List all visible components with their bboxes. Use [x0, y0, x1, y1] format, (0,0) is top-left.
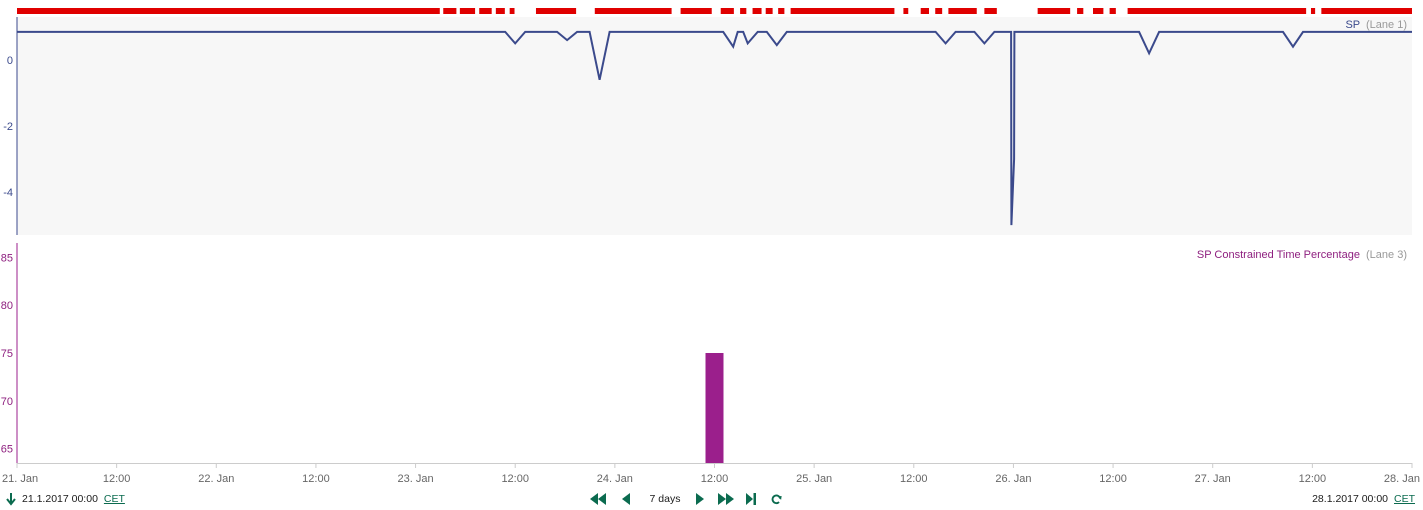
double-chevron-right-icon[interactable] — [717, 493, 735, 505]
status-segment — [1127, 8, 1307, 14]
status-segment — [17, 8, 440, 14]
arrow-down-icon — [6, 492, 16, 506]
lane-3-y-tick-label: 70 — [1, 396, 13, 408]
x-tick-label: 12:00 — [302, 473, 330, 485]
status-segment — [903, 8, 909, 14]
x-tick-label: 21. Jan — [2, 473, 38, 485]
status-segment — [1321, 8, 1412, 14]
lane-1-y-tick-label: -2 — [3, 121, 13, 133]
lane-3-y-tick-label: 75 — [1, 348, 13, 360]
x-tick-label: 12:00 — [1299, 473, 1327, 485]
status-segment — [479, 8, 492, 14]
status-bar — [17, 8, 1412, 14]
x-ticks: 21. Jan 12:00 22. Jan 12:00 23. Jan 12:00 24. … — [2, 463, 1420, 485]
status-segment — [535, 8, 577, 14]
x-tick-label: 28. Jan — [1384, 473, 1420, 485]
x-tick-label: 12:00 — [900, 473, 928, 485]
status-segment — [765, 8, 773, 14]
x-axis: 21. Jan 12:00 22. Jan 12:00 23. Jan 12:00 24. … — [2, 463, 1420, 485]
end-date: 28.1.2017 00:00 — [1312, 493, 1388, 505]
lane-3-series-name: SP Constrained Time Percentage — [1197, 249, 1360, 261]
lane-3-bars — [705, 353, 724, 463]
x-tick-label: 24. Jan — [597, 473, 633, 485]
x-tick-label: 27. Jan — [1195, 473, 1231, 485]
lane-3-y-tick-label: 65 — [1, 444, 13, 456]
status-segment — [1037, 8, 1071, 14]
lane-1-title: SP (Lane 1) — [1345, 19, 1407, 31]
lane-1-series-name: SP — [1345, 19, 1359, 31]
status-segment — [495, 8, 505, 14]
status-segment — [790, 8, 895, 14]
footer-start: 21.1.2017 00:00 CET — [6, 490, 125, 508]
lane-1-background — [17, 17, 1412, 235]
x-tick-label: 23. Jan — [398, 473, 434, 485]
x-tick-label: 12:00 — [1099, 473, 1127, 485]
triangle-left-icon[interactable] — [619, 493, 633, 505]
lane-1-y-tick-label: 0 — [7, 55, 13, 67]
status-segment — [1310, 8, 1316, 14]
lane-3: 85 80 75 70 65 SP Constrained Time Percentag… — [1, 243, 1407, 463]
status-segment — [935, 8, 943, 14]
constrained-time-bar — [705, 353, 724, 463]
lane-3-y-ticks: 85 80 75 70 65 — [1, 252, 13, 455]
skip-to-end-icon[interactable] — [745, 493, 757, 505]
x-tick-label: 12:00 — [701, 473, 729, 485]
lane-3-title: SP Constrained Time Percentage (Lane 3) — [1197, 249, 1407, 261]
status-segment — [720, 8, 734, 14]
status-segment — [509, 8, 515, 14]
status-segment — [1109, 8, 1116, 14]
lane-3-y-tick-label: 80 — [1, 300, 13, 312]
status-segment — [984, 8, 997, 14]
footer-navigation: 7 days — [589, 490, 783, 508]
status-segment — [948, 8, 977, 14]
status-segment — [920, 8, 930, 14]
x-tick-label: 12:00 — [103, 473, 131, 485]
sp-series-line[interactable] — [17, 30, 1412, 226]
status-segment — [680, 8, 712, 14]
x-tick-label: 22. Jan — [198, 473, 234, 485]
end-timezone-link[interactable]: CET — [1394, 493, 1415, 505]
lane-1-y-tick-label: -4 — [3, 187, 13, 199]
double-chevron-left-icon[interactable] — [589, 493, 607, 505]
start-timezone-link[interactable]: CET — [103, 493, 125, 505]
status-segment — [1077, 8, 1084, 14]
footer-end: 28.1.2017 00:00 CET — [1312, 490, 1415, 508]
lane-1: 0 -2 -4 SP (Lane 1) — [3, 17, 1412, 235]
x-tick-label: 12:00 — [501, 473, 529, 485]
triangle-right-icon[interactable] — [693, 493, 707, 505]
lane-1-y-ticks: 0 -2 -4 — [3, 55, 13, 199]
lane-3-y-tick-label: 85 — [1, 252, 13, 264]
status-segment — [778, 8, 785, 14]
status-segment — [459, 8, 476, 14]
range-label: 7 days — [649, 493, 681, 505]
status-segment — [752, 8, 762, 14]
start-date: 21.1.2017 00:00 — [22, 493, 98, 505]
status-segment — [740, 8, 747, 14]
lane-1-suffix: (Lane 1) — [1366, 19, 1407, 31]
x-tick-label: 26. Jan — [995, 473, 1031, 485]
lane-3-suffix: (Lane 3) — [1366, 249, 1407, 261]
status-segment — [1093, 8, 1104, 14]
status-segment — [594, 8, 672, 14]
status-segment — [443, 8, 457, 14]
refresh-icon[interactable] — [769, 494, 783, 505]
chart-area: 0 -2 -4 SP (Lane 1) 85 80 75 70 65 SP Constrai… — [1, 8, 1420, 485]
x-tick-label: 25. Jan — [796, 473, 832, 485]
